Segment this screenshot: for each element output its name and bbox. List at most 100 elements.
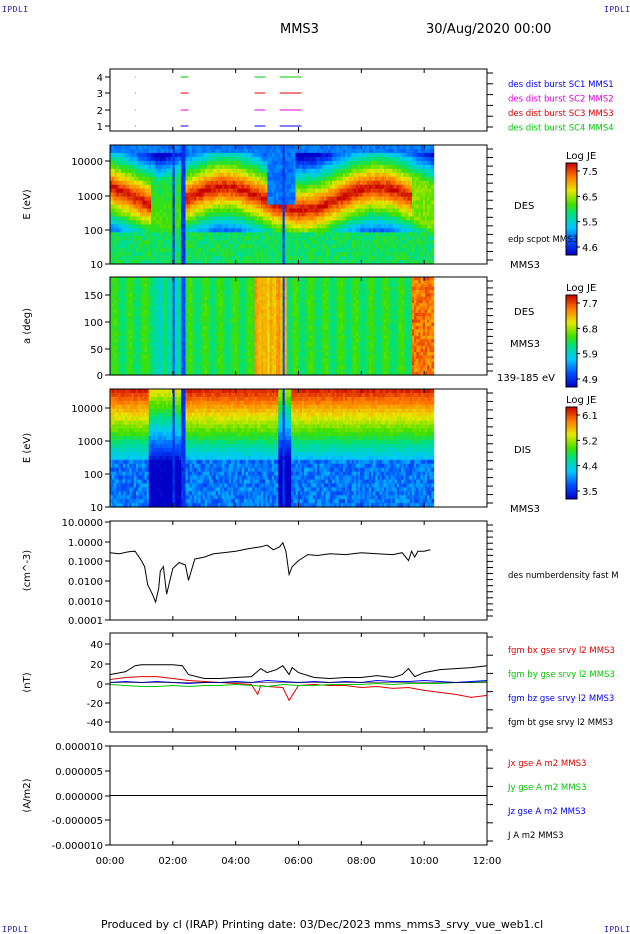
des_energy-cell	[174, 224, 178, 229]
des_energy-cell	[230, 200, 234, 206]
des_energy-cell	[148, 240, 152, 245]
des_energy-cell	[200, 145, 204, 150]
des_energy-cell	[179, 172, 182, 178]
des_energy-cell	[222, 236, 225, 241]
des_energy-cell	[185, 236, 189, 241]
des_energy-cell	[131, 256, 135, 261]
des_energy-cell	[120, 164, 124, 170]
des_energy-cell	[116, 180, 120, 186]
des_energy-cell	[159, 248, 163, 253]
des_energy-cell	[211, 176, 215, 182]
des_energy-cell	[153, 216, 156, 221]
des_energy-cell	[226, 172, 230, 178]
des_energy-cell	[241, 168, 245, 174]
des_energy-cell	[148, 228, 152, 233]
des_energy-cell	[204, 192, 208, 198]
des_energy-cell	[230, 184, 234, 190]
des_energy-cell	[118, 180, 122, 186]
des_energy-cell	[207, 149, 210, 154]
des_energy-cell	[116, 160, 120, 166]
des_energy-cell	[181, 212, 184, 217]
des_energy-cell	[198, 256, 202, 261]
des_energy-cell	[261, 256, 264, 261]
des_energy-cell	[220, 196, 223, 202]
des_energy-cell	[127, 180, 131, 186]
des_energy-cell	[235, 172, 238, 178]
des_energy-cell	[269, 240, 273, 245]
des_energy-cell	[118, 168, 122, 174]
des_energy-cell	[116, 164, 120, 170]
des_energy-cell	[116, 212, 120, 217]
des_energy-cell	[168, 220, 171, 225]
des_energy-cell	[265, 224, 269, 229]
des_energy-cell	[153, 156, 156, 162]
des_energy-cell	[237, 232, 241, 237]
des_energy-cell	[118, 145, 122, 150]
des_energy-cell	[217, 149, 221, 154]
des_energy-cell	[222, 228, 225, 233]
des_energy-cell	[146, 204, 150, 210]
des_energy-cell	[213, 256, 217, 261]
des_energy-cell	[127, 256, 131, 261]
des_energy-cell	[192, 145, 195, 150]
des_energy-cell	[183, 216, 187, 221]
des_energy-cell	[127, 252, 131, 257]
des_energy-cell	[155, 256, 159, 261]
des_energy-cell	[211, 149, 215, 154]
des_energy-cell	[222, 224, 225, 229]
des_energy-cell	[159, 256, 163, 261]
des_energy-cell	[122, 204, 126, 210]
des_energy-cell	[217, 228, 221, 233]
des_energy-cell	[243, 260, 247, 265]
des_energy-cell	[248, 252, 251, 257]
des_energy-cell	[118, 192, 122, 198]
des_energy-cell	[148, 164, 152, 170]
des_energy-cell	[181, 236, 184, 241]
des_energy-cell	[226, 244, 230, 249]
des_energy-cell	[148, 180, 152, 186]
des_energy-cell	[226, 145, 230, 150]
des_energy-cell	[127, 188, 131, 194]
des_energy-cell	[146, 240, 150, 245]
des_energy-cell	[256, 260, 260, 265]
des_energy-cell	[120, 208, 124, 214]
des_energy-cell	[122, 160, 126, 166]
des_energy-cell	[185, 228, 189, 233]
des_energy-cell	[213, 200, 217, 206]
des_energy-cell	[161, 240, 165, 245]
des_energy-cell	[127, 228, 131, 233]
des_energy-cell	[228, 212, 232, 217]
des_energy-cell	[254, 256, 258, 261]
des_energy-cell	[222, 184, 225, 190]
des_energy-cell	[157, 232, 161, 237]
des_energy-cell	[200, 220, 204, 225]
des_energy-cell	[192, 152, 195, 158]
des_energy-cell	[112, 220, 115, 225]
des_energy-cell	[431, 252, 435, 257]
des_energy-cell	[174, 192, 178, 198]
des_energy-cell	[118, 252, 122, 257]
des_energy-cell	[202, 212, 206, 217]
des_energy-cell	[116, 220, 120, 225]
des_energy-cell	[431, 152, 435, 158]
des_energy-cell	[144, 228, 148, 233]
des_energy-cell	[200, 156, 204, 162]
des_energy-cell	[263, 160, 266, 166]
des_energy-cell	[168, 164, 171, 170]
des_energy-cell	[116, 252, 120, 257]
des_energy-cell	[122, 240, 126, 245]
des_energy-cell	[129, 176, 133, 182]
des_energy-cell	[176, 176, 180, 182]
des_energy-cell	[254, 180, 258, 186]
des_energy-cell	[183, 188, 187, 194]
des_energy-cell	[235, 200, 238, 206]
des_energy-cell	[144, 252, 148, 257]
des_energy-cell	[258, 220, 262, 225]
des_energy-cell	[187, 236, 191, 241]
des_energy-cell	[194, 168, 197, 174]
des_energy-cell	[239, 180, 243, 186]
des_energy-cell	[267, 256, 271, 261]
des_energy-cell	[263, 236, 266, 241]
des_energy-cell	[140, 149, 143, 154]
corner-label-bottom-right: IPDLI	[604, 925, 630, 934]
